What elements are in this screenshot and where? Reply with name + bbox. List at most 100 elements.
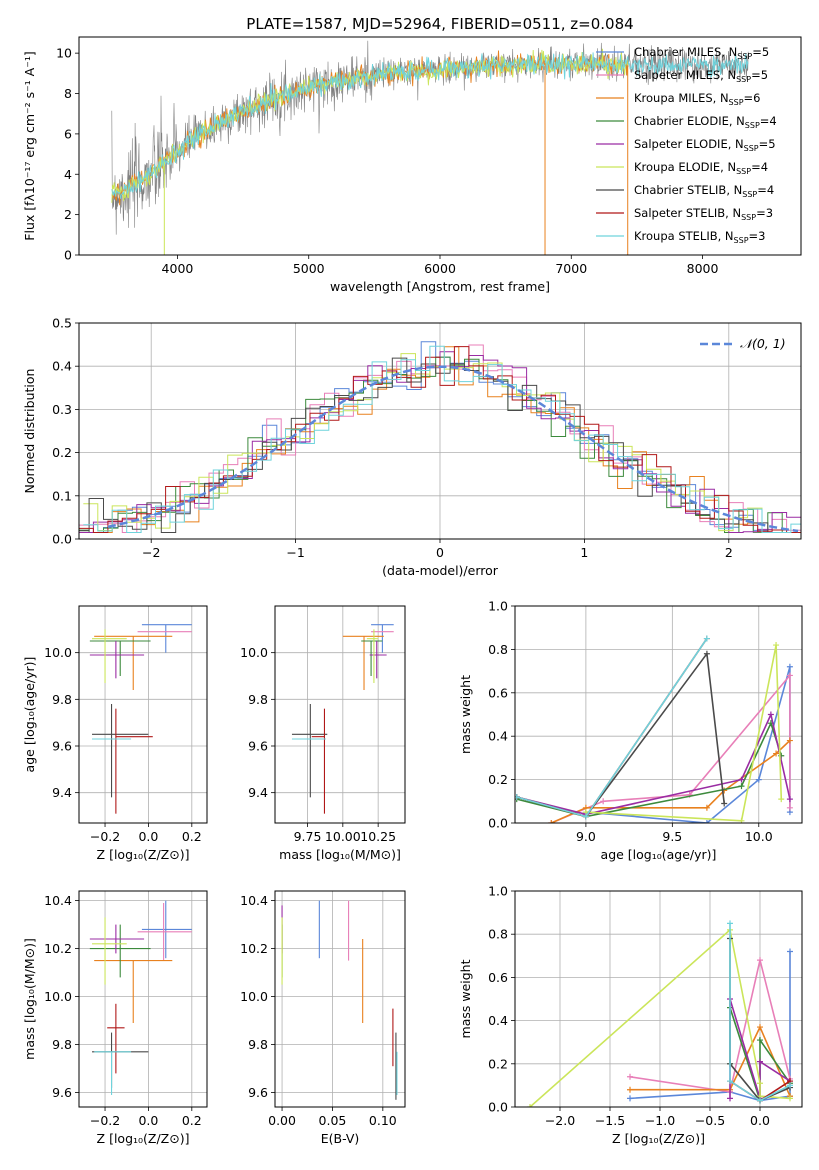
x-tick-label: 0.0 [138,1113,158,1128]
weight-marker [767,711,774,718]
legend-label: Chabrier STELIB, N [634,183,742,197]
errorbar-point-kroupa_elodie [92,917,127,985]
weight-marker [757,1080,763,1087]
weight-marker [786,804,793,811]
x-tick-label: 2 [725,545,733,560]
y-tick-label: 10.4 [240,893,268,908]
y-tick-label: 9.8 [248,1037,268,1052]
x-tick-label: −2.0 [545,1113,575,1128]
legend-label: Kroupa MILES, N [634,91,729,105]
weight-marker [757,1097,763,1104]
x-tick-label: −0.2 [90,1113,120,1128]
y-tick-label: 10.0 [240,645,268,660]
errorbar-point-chabrier_stelib [92,704,149,798]
x-tick-label: 4000 [162,261,194,276]
errorbar-point-chabrier_elodie [89,924,151,978]
errorbar-point-salpeter_stelib [311,708,326,814]
x-tick-label: 9.0 [576,829,596,844]
legend-entry: Kroupa ELODIE, NSSP=4 [634,160,768,176]
y-tick-label: 0.2 [488,1056,508,1071]
y-tick-label: 0.2 [488,772,508,787]
weight-marker [787,1082,793,1089]
y-tick-label: 0.6 [488,685,508,700]
weight-marker [703,650,710,657]
x-tick-label: −0.2 [90,829,120,844]
errorbar-point-salpeter_stelib [115,708,153,814]
histogram-kroupa_elodie [83,353,801,533]
errorbar-point-salpeter_elodie [89,924,145,954]
errorbar-point-chabrier_miles [371,624,394,653]
y-tick-label: 9.6 [52,1085,72,1100]
legend-entry: Kroupa STELIB, NSSP=3 [634,229,765,245]
panel-mass_weight_vs_Z: −2.0 −1.5 −1.0 −0.5 0.0 0.0 0.2 0.4 0.6 0.8 1.0 Z [… [458,884,803,1146]
gaussian-reference-line [107,365,799,533]
plot-area [79,323,801,539]
plot-area [515,606,802,823]
legend-subscript: SSP [745,121,760,130]
x-tick-label: −1.5 [595,1113,625,1128]
weight-marker [773,642,780,649]
legend-subscript: SSP [736,75,751,84]
y-tick-label: 10.4 [44,893,72,908]
legend-subscript: SSP [744,144,759,153]
panel-mass_weight_vs_age: 9.0 9.5 10.0 0.0 0.2 0.4 0.6 0.8 1.0 age [log₁₀(a… [458,599,803,862]
weight-marker [786,663,793,670]
legend-label: Salpeter MILES, N [634,68,736,82]
weight-line-kroupa_stelib [516,638,708,818]
histogram-kroupa_stelib [83,345,801,533]
y-axis-label: mass weight [458,675,473,754]
weight-line-salpeter_miles [550,673,791,823]
legend-suffix: =4 [751,160,768,174]
legend-suffix: =5 [752,45,769,59]
weight-line-chabrier_elodie [516,721,783,818]
x-tick-label: 0 [436,545,444,560]
y-tick-label: 0.0 [488,1100,508,1115]
y-tick-label: 0.6 [488,970,508,985]
panel-age_vs_Z: −0.2 0.0 0.2 9.4 9.6 9.8 10.0 Z [log₁₀(Z/Z⊙)] ag… [22,605,208,862]
weight-marker [786,796,793,803]
legend-suffix: =6 [744,91,761,105]
legend-suffix: =4 [760,114,777,128]
weight-marker [787,1095,793,1102]
weight-marker [757,1058,763,1065]
plot-area [275,891,405,1107]
errorbar-point-salpeter_elodie [89,641,145,679]
legend-entry: Chabrier ELODIE, NSSP=4 [634,114,777,130]
x-tick-label: 0.0 [750,1113,770,1128]
y-tick-label: 10.0 [44,989,72,1004]
legend-entry: Kroupa MILES, NSSP=6 [634,91,760,107]
y-tick-label: 0.3 [52,402,72,417]
legend-subscript: SSP [742,190,757,199]
x-axis-label: Z [log₁₀(Z/Z⊙)] [612,1131,705,1146]
legend-suffix: =5 [751,68,768,82]
errorbar-point-kroupa_elodie [92,629,127,683]
axes-frame [78,36,802,256]
x-tick-label: −1 [286,545,304,560]
x-axis-label: wavelength [Angstrom, rest frame] [330,279,550,294]
panel-mass_vs_ebv: 0.00 0.05 0.10 9.6 9.8 10.0 10.2 10.4 E(B-V) [240,890,406,1146]
x-tick-label: −2 [142,545,160,560]
y-tick-label: 9.6 [248,1085,268,1100]
model-line-kroupa_stelib [111,51,749,199]
x-tick-label: 6000 [424,261,456,276]
legend-entry: Salpeter STELIB, NSSP=3 [634,206,773,222]
legend-label: Chabrier ELODIE, N [634,114,745,128]
weight-marker [527,1104,533,1107]
y-tick-label: 10 [56,46,72,61]
errorbar-point-chabrier_stelib [291,704,328,798]
axes-frame [78,605,208,824]
weight-marker [721,800,728,807]
y-tick-label: 0.8 [488,927,508,942]
histogram-chabrier_elodie [79,356,797,533]
y-tick-label: 9.8 [248,692,268,707]
errorbar-point-kroupa_miles [342,635,384,690]
histogram-chabrier_stelib [79,357,797,533]
y-tick-label: 9.6 [248,739,268,754]
x-tick-label: 7000 [555,261,587,276]
x-tick-label: 0.10 [369,1113,397,1128]
panel-age_vs_mass: 9.75 10.00 10.25 9.4 9.6 9.8 10.0 mass [log₁₀(M… [240,605,406,862]
weight-marker [703,635,710,642]
errorbar-point-kroupa_stelib [94,1051,132,1095]
y-axis-label: Flux [fλ10⁻¹⁷ erg cm⁻² s⁻¹ A⁻¹] [22,51,37,240]
